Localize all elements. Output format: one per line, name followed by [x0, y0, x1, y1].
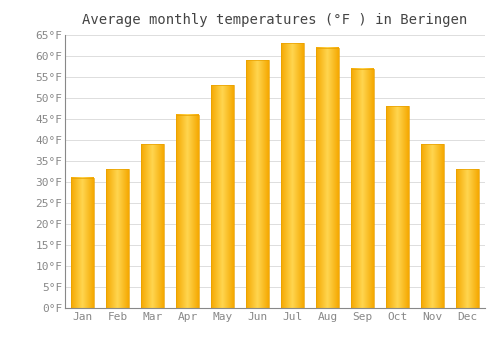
Bar — [211, 85, 234, 308]
Bar — [351, 69, 374, 308]
Bar — [141, 144, 164, 308]
Bar — [106, 169, 129, 308]
Bar — [421, 144, 444, 308]
Title: Average monthly temperatures (°F ) in Beringen: Average monthly temperatures (°F ) in Be… — [82, 13, 468, 27]
Bar — [316, 48, 339, 308]
Bar — [386, 106, 409, 308]
Bar — [176, 115, 199, 308]
Bar — [71, 178, 94, 308]
Bar — [456, 169, 479, 308]
Bar — [281, 43, 304, 308]
Bar — [246, 60, 269, 308]
